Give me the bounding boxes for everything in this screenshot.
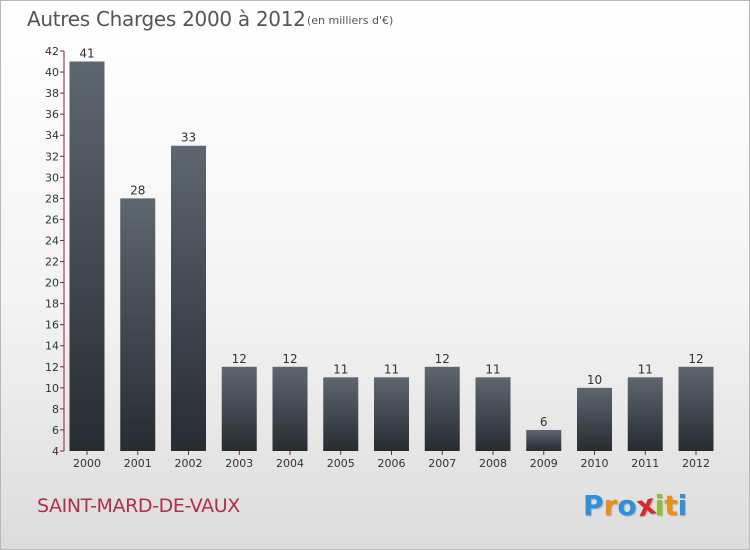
y-tick-label: 16 (45, 319, 59, 332)
x-tick-label: 2001 (124, 457, 152, 470)
bar (475, 377, 511, 451)
chart-title: Autres Charges 2000 à 2012 (27, 7, 306, 31)
y-tick-label: 40 (45, 66, 59, 79)
bar-value-label: 6 (540, 415, 548, 429)
y-tick-label: 12 (45, 361, 59, 374)
x-tick-label: 2010 (581, 457, 609, 470)
x-tick-label: 2005 (327, 457, 355, 470)
bar-value-label: 11 (485, 362, 500, 376)
y-tick-label: 18 (45, 298, 59, 311)
bar-value-label: 12 (282, 352, 297, 366)
bar (577, 387, 612, 451)
bar (221, 366, 257, 451)
bar-value-label: 11 (384, 362, 399, 376)
bar-value-label: 41 (79, 47, 94, 61)
x-tick-label: 2006 (378, 457, 406, 470)
bar (171, 145, 206, 451)
y-tick-label: 30 (45, 171, 59, 184)
bar-value-label: 12 (232, 352, 247, 366)
bar (678, 366, 714, 451)
bar (627, 377, 663, 451)
x-tick-label: 2002 (175, 457, 203, 470)
y-tick-label: 28 (45, 192, 59, 205)
y-tick-label: 38 (45, 87, 59, 100)
y-tick-label: 20 (45, 277, 59, 290)
bar (272, 366, 308, 451)
y-tick-label: 6 (52, 424, 59, 437)
y-tick-label: 4 (52, 445, 59, 458)
bar (323, 377, 359, 451)
bar-value-label: 12 (688, 352, 703, 366)
y-tick-label: 42 (45, 45, 59, 58)
chart-subtitle: (en milliers d'€) (307, 14, 394, 27)
logo-letter: P (583, 489, 604, 522)
logo-letter: i (677, 489, 688, 522)
logo-letter: o (617, 489, 637, 522)
bar-value-label: 10 (587, 373, 602, 387)
bar-value-label: 33 (181, 131, 196, 145)
logo-letter: i (654, 489, 665, 522)
proxiti-logo: Proxiti (583, 487, 688, 523)
y-tick-label: 22 (45, 256, 59, 269)
x-tick-label: 2011 (631, 457, 659, 470)
x-tick-label: 2007 (428, 457, 456, 470)
x-axis-labels: 2000 2001 2002 2003 2004 2005 2006 2007 2008 2009… (73, 451, 710, 470)
y-tick-label: 34 (45, 129, 59, 142)
y-tick-label: 24 (45, 234, 59, 247)
y-tick-label: 14 (45, 340, 59, 353)
bar (69, 61, 105, 452)
bar (374, 377, 409, 451)
x-tick-label: 2008 (479, 457, 507, 470)
y-tick-label: 10 (45, 382, 59, 395)
bar-value-label: 12 (435, 352, 450, 366)
x-tick-label: 2009 (530, 457, 558, 470)
y-tick-label: 8 (52, 403, 59, 416)
logo-letter: t (664, 489, 678, 522)
bar-series: 41 28 33 12 12 11 11 12 11 6 10 11 12 (69, 47, 714, 452)
y-tick-label: 32 (45, 150, 59, 163)
location-name: SAINT-MARD-DE-VAUX (37, 495, 240, 517)
x-tick-label: 2003 (225, 457, 253, 470)
logo-letter: r (603, 489, 618, 522)
y-tick-label: 26 (45, 213, 59, 226)
bar-value-label: 11 (333, 362, 348, 376)
y-tick-label: 36 (45, 108, 59, 121)
bar (424, 366, 460, 451)
bar-value-label: 28 (130, 183, 145, 197)
bar (120, 198, 156, 451)
bar (526, 429, 562, 451)
x-tick-label: 2004 (276, 457, 304, 470)
bar-value-label: 11 (638, 362, 653, 376)
x-tick-label: 2000 (73, 457, 101, 470)
y-axis-ticks: 4 6 8 10 12 14 16 18 20 22 24 26 28 30 32 34 36 38 40 42 (45, 45, 65, 458)
x-tick-label: 2012 (682, 457, 710, 470)
